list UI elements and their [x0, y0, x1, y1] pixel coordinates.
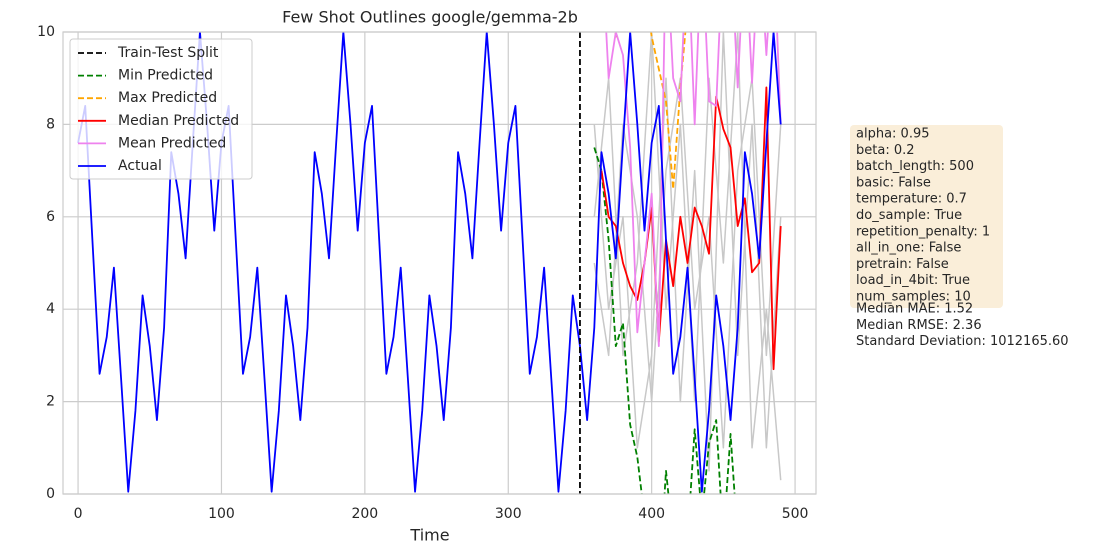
y-tick-label: 4	[46, 301, 55, 317]
metric-text: Standard Deviation: 1012165.60	[856, 334, 1069, 349]
x-tick-label: 500	[782, 506, 809, 522]
series-line	[614, 32, 687, 190]
param-text: batch_length: 500	[856, 159, 974, 174]
legend-label: Median Predicted	[118, 113, 239, 129]
param-text: pretrain: False	[856, 257, 949, 272]
param-text: load_in_4bit: True	[856, 273, 970, 288]
sample-line	[593, 77, 782, 449]
x-tick-label: 100	[208, 506, 235, 522]
series-line	[593, 147, 736, 494]
x-tick-label: 0	[74, 506, 83, 522]
metric-text: Median RMSE: 2.36	[856, 318, 982, 333]
series-line	[605, 32, 782, 348]
legend-label: Actual	[118, 158, 162, 174]
param-text: num_samples: 10	[856, 290, 971, 305]
param-text: alpha: 0.95	[856, 127, 930, 142]
param-text: beta: 0.2	[856, 143, 915, 158]
y-tick-label: 8	[46, 116, 55, 132]
y-tick-label: 0	[46, 486, 55, 502]
y-tick-label: 10	[37, 24, 55, 40]
legend-label: Min Predicted	[118, 68, 213, 84]
legend-label: Mean Predicted	[118, 135, 226, 151]
x-tick-label: 300	[495, 506, 522, 522]
param-text: all_in_one: False	[856, 241, 961, 256]
y-tick-label: 6	[46, 209, 55, 225]
series-line	[600, 86, 782, 371]
x-tick-label: 200	[351, 506, 378, 522]
chart-title: Few Shot Outlines google/gemma-2b	[282, 8, 578, 27]
plot-border	[62, 31, 817, 495]
legend-label: Train-Test Split	[117, 45, 219, 61]
legend-box	[69, 38, 253, 180]
param-text: temperature: 0.7	[856, 192, 967, 207]
sample-line	[593, 32, 782, 472]
param-text: basic: False	[856, 175, 931, 190]
param-text: do_sample: True	[856, 208, 962, 223]
y-tick-label: 2	[46, 394, 55, 410]
legend-label: Max Predicted	[118, 90, 217, 106]
params-box	[850, 125, 1003, 308]
param-text: repetition_penalty: 1	[856, 224, 990, 239]
metric-text: Median MAE: 1.52	[856, 302, 973, 317]
x-axis-label: Time	[409, 526, 449, 545]
x-tick-label: 400	[638, 506, 665, 522]
